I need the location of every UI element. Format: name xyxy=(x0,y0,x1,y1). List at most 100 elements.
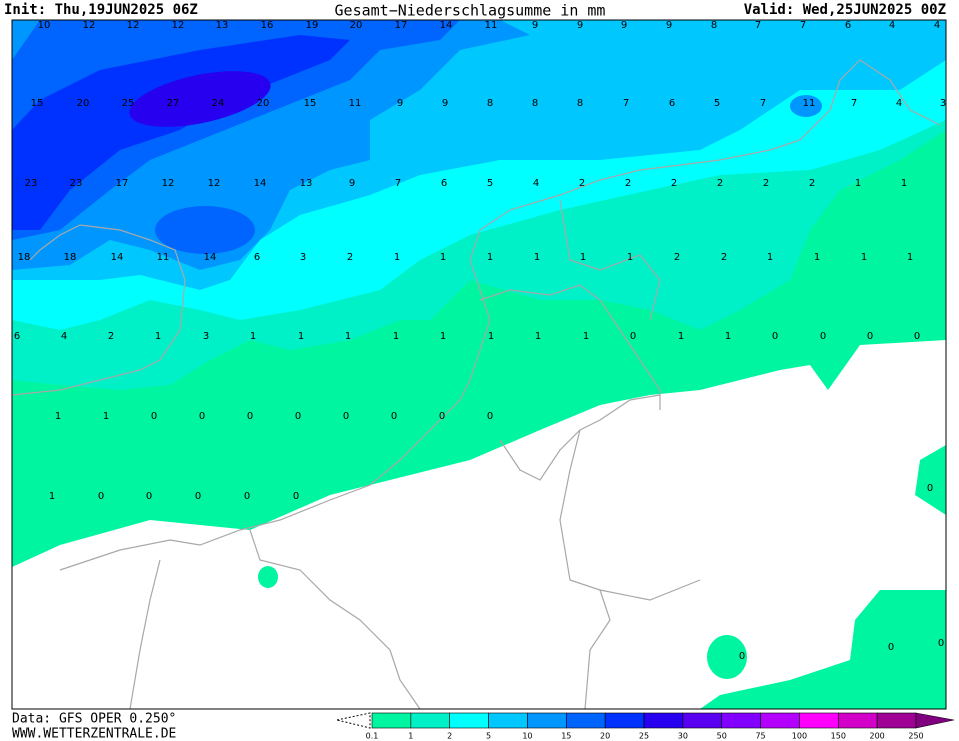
grid-value: 12 xyxy=(127,20,140,31)
legend-under-arrow xyxy=(336,712,371,729)
grid-value: 1 xyxy=(814,252,820,263)
grid-value: 1 xyxy=(103,411,109,422)
grid-value: 2 xyxy=(717,178,723,189)
legend-tick-label: 10 xyxy=(522,732,532,741)
grid-value: 7 xyxy=(755,20,761,31)
grid-value: 6 xyxy=(254,252,260,263)
grid-value: 0 xyxy=(439,411,445,422)
grid-value: 3 xyxy=(940,98,946,109)
grid-value: 13 xyxy=(300,178,313,189)
grid-value: 2 xyxy=(721,252,727,263)
grid-value: 18 xyxy=(64,252,77,263)
grid-value: 17 xyxy=(116,178,129,189)
site-name: WWW.WETTERZENTRALE.DE xyxy=(12,727,176,741)
grid-value: 24 xyxy=(212,98,225,109)
grid-value: 5 xyxy=(487,178,493,189)
grid-value: 1 xyxy=(534,252,540,263)
grid-value: 1 xyxy=(725,331,731,342)
grid-value: 0 xyxy=(914,331,920,342)
grid-value: 7 xyxy=(395,178,401,189)
grid-value: 13 xyxy=(216,20,229,31)
grid-value: 0 xyxy=(98,491,104,502)
grid-value: 1 xyxy=(488,331,494,342)
legend-swatch xyxy=(488,712,528,729)
map-title: Gesamt−Niederschlagsumme in mm xyxy=(335,2,606,20)
grid-value: 0 xyxy=(151,411,157,422)
grid-value: 1 xyxy=(49,491,55,502)
grid-value: 7 xyxy=(851,98,857,109)
grid-value: 8 xyxy=(577,98,583,109)
grid-value: 11 xyxy=(157,252,170,263)
grid-value: 0 xyxy=(247,411,253,422)
grid-value: 8 xyxy=(487,98,493,109)
map-frame xyxy=(11,19,947,710)
field-25-30 xyxy=(129,71,271,127)
legend-tick-label: 5 xyxy=(486,732,491,741)
grid-value: 1 xyxy=(55,411,61,422)
legend-swatch xyxy=(721,712,761,729)
legend-tick-label: 75 xyxy=(755,732,765,741)
precipitation-map xyxy=(11,20,946,710)
grid-value: 14 xyxy=(254,178,267,189)
legend-swatch xyxy=(449,712,489,729)
init-time: Init: Thu,19JUN2025 06Z xyxy=(4,2,198,18)
grid-value: 9 xyxy=(621,20,627,31)
grid-value: 1 xyxy=(583,331,589,342)
grid-value: 9 xyxy=(532,20,538,31)
grid-value: 0 xyxy=(938,638,944,649)
grid-value: 0 xyxy=(820,331,826,342)
grid-value: 0 xyxy=(293,491,299,502)
legend-swatch xyxy=(760,712,800,729)
grid-value: 15 xyxy=(304,98,317,109)
legend-tick-label: 100 xyxy=(792,732,807,741)
grid-value: 0 xyxy=(772,331,778,342)
grid-value: 10 xyxy=(38,20,51,31)
grid-value: 2 xyxy=(809,178,815,189)
legend-tick-label: 1 xyxy=(408,732,413,741)
grid-value: 1 xyxy=(394,252,400,263)
grid-value: 2 xyxy=(347,252,353,263)
grid-value: 0 xyxy=(487,411,493,422)
grid-value: 1 xyxy=(861,252,867,263)
grid-value: 0 xyxy=(199,411,205,422)
legend-swatch xyxy=(565,712,606,729)
field-blob xyxy=(790,95,822,117)
grid-value: 0 xyxy=(739,651,745,662)
grid-value: 23 xyxy=(70,178,83,189)
grid-value: 9 xyxy=(397,98,403,109)
legend-swatch xyxy=(604,712,645,729)
grid-value: 0 xyxy=(244,491,250,502)
grid-value: 0 xyxy=(195,491,201,502)
data-source: Data: GFS OPER 0.250° xyxy=(12,712,176,727)
legend-swatch xyxy=(682,712,723,729)
grid-value: 20 xyxy=(77,98,90,109)
grid-value: 6 xyxy=(14,331,20,342)
legend-tick-label: 15 xyxy=(561,732,571,741)
field-dry xyxy=(12,340,946,709)
grid-value: 1 xyxy=(155,331,161,342)
field-blob xyxy=(707,635,747,679)
grid-value: 11 xyxy=(485,20,498,31)
legend-tick-label: 150 xyxy=(831,732,846,741)
grid-value: 1 xyxy=(345,331,351,342)
legend-tick-label: 25 xyxy=(639,732,649,741)
grid-value: 14 xyxy=(204,252,217,263)
grid-value: 7 xyxy=(800,20,806,31)
grid-value: 7 xyxy=(623,98,629,109)
legend-tick-label: 2 xyxy=(447,732,452,741)
legend-swatch xyxy=(643,712,684,729)
valid-time: Valid: Wed,25JUN2025 00Z xyxy=(744,2,946,18)
legend-swatch xyxy=(876,712,917,729)
grid-value: 1 xyxy=(440,331,446,342)
grid-value: 0 xyxy=(295,411,301,422)
grid-value: 2 xyxy=(108,331,114,342)
grid-value: 2 xyxy=(579,178,585,189)
grid-value: 23 xyxy=(25,178,38,189)
grid-value: 1 xyxy=(298,331,304,342)
grid-value: 2 xyxy=(671,178,677,189)
grid-value: 3 xyxy=(203,331,209,342)
grid-value: 7 xyxy=(760,98,766,109)
grid-value: 0 xyxy=(343,411,349,422)
grid-value: 25 xyxy=(122,98,135,109)
legend-over-arrow xyxy=(915,712,955,729)
